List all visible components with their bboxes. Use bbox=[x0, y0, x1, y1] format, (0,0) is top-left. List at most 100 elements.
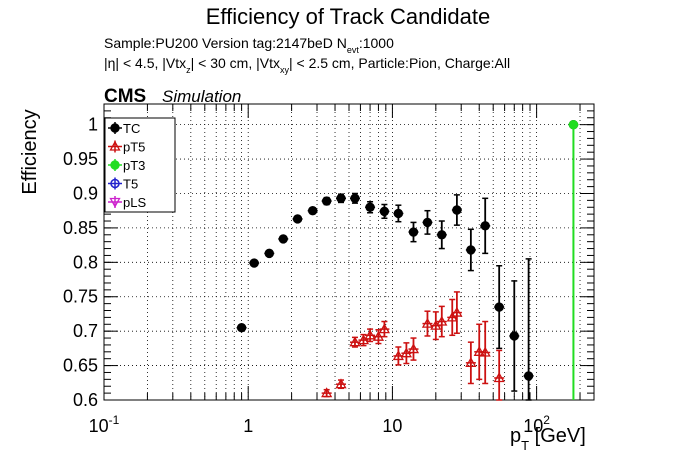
data-point bbox=[321, 387, 333, 398]
data-point bbox=[236, 323, 247, 333]
series-pt3 bbox=[568, 119, 579, 400]
data-point bbox=[480, 221, 490, 231]
text-run: :1000 bbox=[359, 35, 394, 51]
data-point bbox=[407, 343, 420, 354]
data-point bbox=[292, 214, 303, 224]
data-point bbox=[466, 245, 476, 255]
data-point bbox=[421, 317, 434, 328]
data-point bbox=[307, 205, 318, 216]
legend-entry-t5: T5 bbox=[108, 177, 138, 192]
y-tick-label: 0.6 bbox=[73, 390, 98, 410]
y-tick-label: 0.65 bbox=[63, 356, 98, 376]
y-tick-labels: 0.6 0.65 0.7 0.75 0.8 0.85 0.9 0.95 1 bbox=[63, 115, 98, 410]
data-point bbox=[392, 350, 404, 361]
x-label-subscript: T bbox=[521, 438, 529, 453]
subscript: xy bbox=[280, 65, 290, 75]
y-tick-label: 0.8 bbox=[73, 252, 98, 272]
data-point bbox=[335, 378, 347, 389]
data-point bbox=[264, 248, 274, 259]
data-point bbox=[446, 311, 458, 322]
data-point bbox=[379, 206, 390, 217]
text-run: Sample:PU200 Version tag:2147beD N bbox=[104, 35, 347, 51]
chart-title: Efficiency of Track Candidate bbox=[206, 4, 491, 29]
x-tick-label: 10-1 bbox=[89, 413, 120, 436]
x-tick-label: 102 bbox=[523, 413, 550, 436]
y-tick-label: 0.95 bbox=[63, 149, 98, 169]
data-point bbox=[408, 227, 419, 237]
data-point bbox=[109, 140, 121, 151]
cms-label: CMS bbox=[104, 86, 146, 107]
legend-entry-pls: pLS bbox=[108, 195, 146, 210]
data-point bbox=[109, 197, 121, 208]
subtitle-line-1-text: Sample:PU200 Version tag:2147beD Nevt:10… bbox=[104, 35, 394, 55]
data-point bbox=[110, 123, 120, 133]
legend-entry-pt3: pT3 bbox=[108, 158, 145, 173]
data-point bbox=[378, 323, 391, 334]
data-point bbox=[278, 234, 288, 244]
subscript: evt bbox=[347, 45, 360, 55]
data-point bbox=[364, 329, 376, 340]
data-point bbox=[365, 202, 375, 212]
data-point bbox=[249, 258, 259, 268]
y-tick-label: 0.75 bbox=[63, 287, 98, 307]
data-point bbox=[110, 160, 120, 170]
data-point bbox=[479, 346, 491, 357]
x-tick-base: 10 bbox=[523, 416, 543, 436]
x-axis-label: pT [GeV] bbox=[510, 425, 586, 453]
data-point bbox=[321, 196, 332, 206]
text-run: | < 2.5 cm, Particle:Pion, Charge:All bbox=[289, 55, 510, 71]
x-label-text: p bbox=[510, 425, 521, 447]
data-point bbox=[523, 371, 534, 381]
legend-label: pT5 bbox=[123, 140, 145, 155]
data-point bbox=[509, 331, 519, 341]
series-pt5 bbox=[321, 291, 505, 401]
legend-label: pLS bbox=[123, 195, 146, 210]
legend: TC pT5 pT3 T5 pLS bbox=[104, 117, 176, 213]
data-point bbox=[336, 193, 346, 204]
data-point bbox=[473, 345, 485, 356]
x-tick-base: 10 bbox=[89, 416, 109, 436]
legend-label: TC bbox=[123, 121, 140, 136]
y-axis-label: Efficiency bbox=[19, 109, 41, 194]
text-run: | < 30 cm, |Vtx bbox=[191, 55, 280, 71]
data-point bbox=[451, 306, 463, 317]
data-point bbox=[110, 178, 120, 189]
x-tick-exponent: -1 bbox=[109, 413, 120, 427]
legend-entry-pt5: pT5 bbox=[108, 140, 145, 155]
data-point bbox=[357, 334, 370, 345]
data-point bbox=[437, 230, 447, 240]
subscript: z bbox=[186, 65, 191, 75]
x-tick-exponent: 2 bbox=[543, 413, 550, 427]
text-run: |η| < 4.5, |Vtx bbox=[104, 55, 186, 71]
data-point bbox=[568, 119, 579, 130]
series-tc bbox=[236, 119, 579, 401]
data-point bbox=[372, 330, 385, 341]
y-tick-label: 0.7 bbox=[73, 321, 98, 341]
legend-label: T5 bbox=[123, 177, 138, 192]
subtitle-line-1: Sample:PU200 Version tag:2147beD Nevt:10… bbox=[104, 35, 394, 55]
data-point bbox=[494, 302, 504, 312]
data-point bbox=[436, 315, 448, 326]
y-tick-label: 0.9 bbox=[73, 183, 98, 203]
data-point bbox=[349, 336, 361, 347]
data-point bbox=[350, 193, 360, 204]
subtitle-line-2: |η| < 4.5, |Vtxz| < 30 cm, |Vtxxy| < 2.5… bbox=[104, 55, 510, 75]
legend-entry-tc: TC bbox=[108, 121, 140, 136]
data-series bbox=[236, 119, 579, 401]
x-tick-label: 1 bbox=[243, 416, 253, 436]
x-tick-labels: 10-1 1 10 102 bbox=[89, 413, 551, 436]
y-tick-label: 1 bbox=[88, 115, 98, 135]
data-point bbox=[422, 217, 433, 228]
data-point bbox=[452, 205, 462, 215]
subtitle-line-2-text: |η| < 4.5, |Vtxz| < 30 cm, |Vtxxy| < 2.5… bbox=[104, 55, 510, 75]
y-tick-label: 0.85 bbox=[63, 218, 98, 238]
data-point bbox=[493, 372, 505, 383]
data-point bbox=[465, 357, 477, 367]
simulation-label: Simulation bbox=[162, 87, 241, 106]
x-tick-label: 10 bbox=[382, 416, 402, 436]
data-point bbox=[393, 208, 404, 219]
legend-label: pT3 bbox=[123, 158, 145, 173]
legend-box bbox=[104, 117, 176, 213]
plot-grid bbox=[103, 104, 594, 401]
